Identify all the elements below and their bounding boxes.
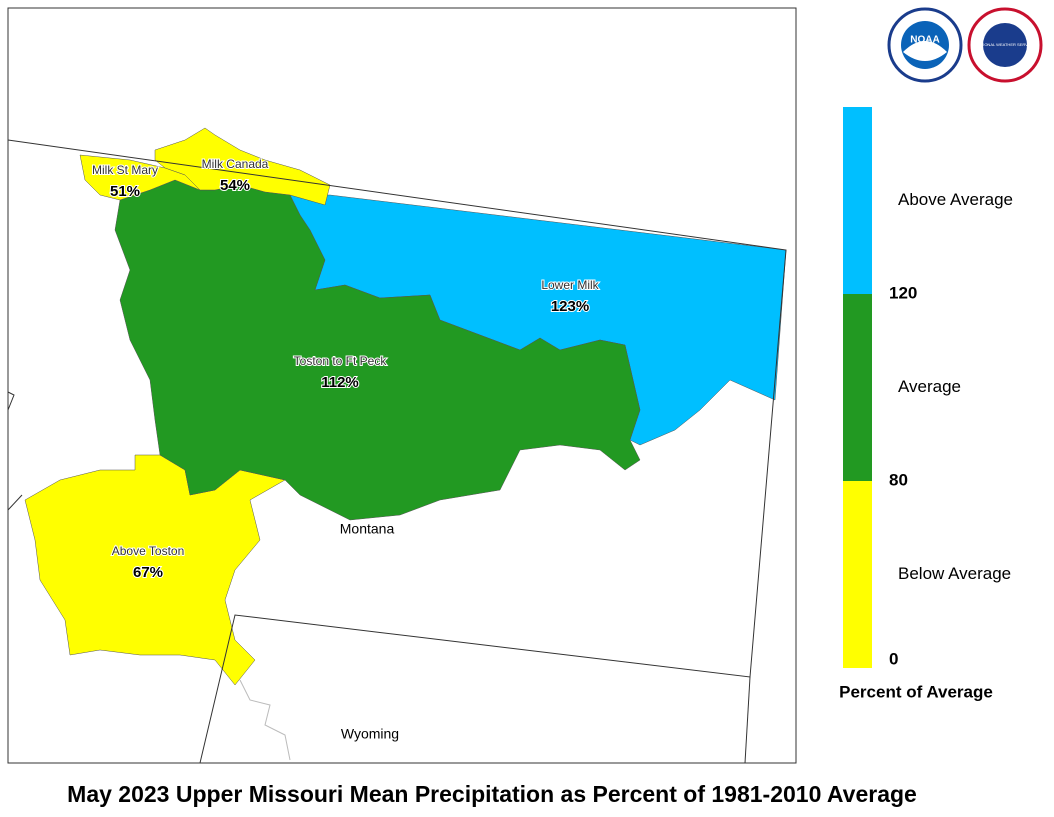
idaho-border <box>7 391 15 411</box>
region-name: Above Toston <box>112 544 185 558</box>
legend-class-label: Below Average <box>898 564 1011 583</box>
region-name: Milk St Mary <box>92 163 158 177</box>
region-value: 123% <box>551 298 589 315</box>
legend-swatch <box>843 481 872 668</box>
map <box>7 7 797 764</box>
legend-title: Percent of Average <box>839 682 993 701</box>
map-title: May 2023 Upper Missouri Mean Precipitati… <box>67 781 917 807</box>
region-name: Milk Canada <box>202 157 269 171</box>
wyoming-border <box>744 676 751 764</box>
noaa-logo-text: NOAA <box>910 35 939 46</box>
legend-break-label: 80 <box>889 470 908 489</box>
state-label: Montana <box>340 521 395 537</box>
legend-break-label: 0 <box>889 649 898 668</box>
nws-logo-inner <box>983 23 1027 67</box>
region-value: 54% <box>220 177 250 194</box>
noaa-logo-bird <box>903 41 947 61</box>
state-label: Wyoming <box>341 726 399 742</box>
legend-swatch <box>843 107 872 294</box>
region-value: 67% <box>133 564 163 581</box>
basin-region <box>79 154 201 201</box>
logos: NOAA NATIONAL WEATHER SERVICE <box>887 7 1043 83</box>
legend-break-label: 120 <box>889 283 917 302</box>
legend-class-label: Average <box>898 377 961 396</box>
legend-class-label: Above Average <box>898 190 1013 209</box>
region-value: 112% <box>321 374 359 391</box>
legend-swatch <box>843 294 872 481</box>
state-borders <box>7 139 787 764</box>
river-line <box>239 679 291 761</box>
region-name: Toston to Ft Peck <box>294 354 388 368</box>
idaho-border <box>7 494 23 511</box>
region-name: Lower Milk <box>541 278 599 292</box>
region-value: 51% <box>110 183 140 200</box>
nws-logo-text: NATIONAL WEATHER SERVICE <box>976 42 1035 47</box>
basin-region <box>114 179 641 521</box>
